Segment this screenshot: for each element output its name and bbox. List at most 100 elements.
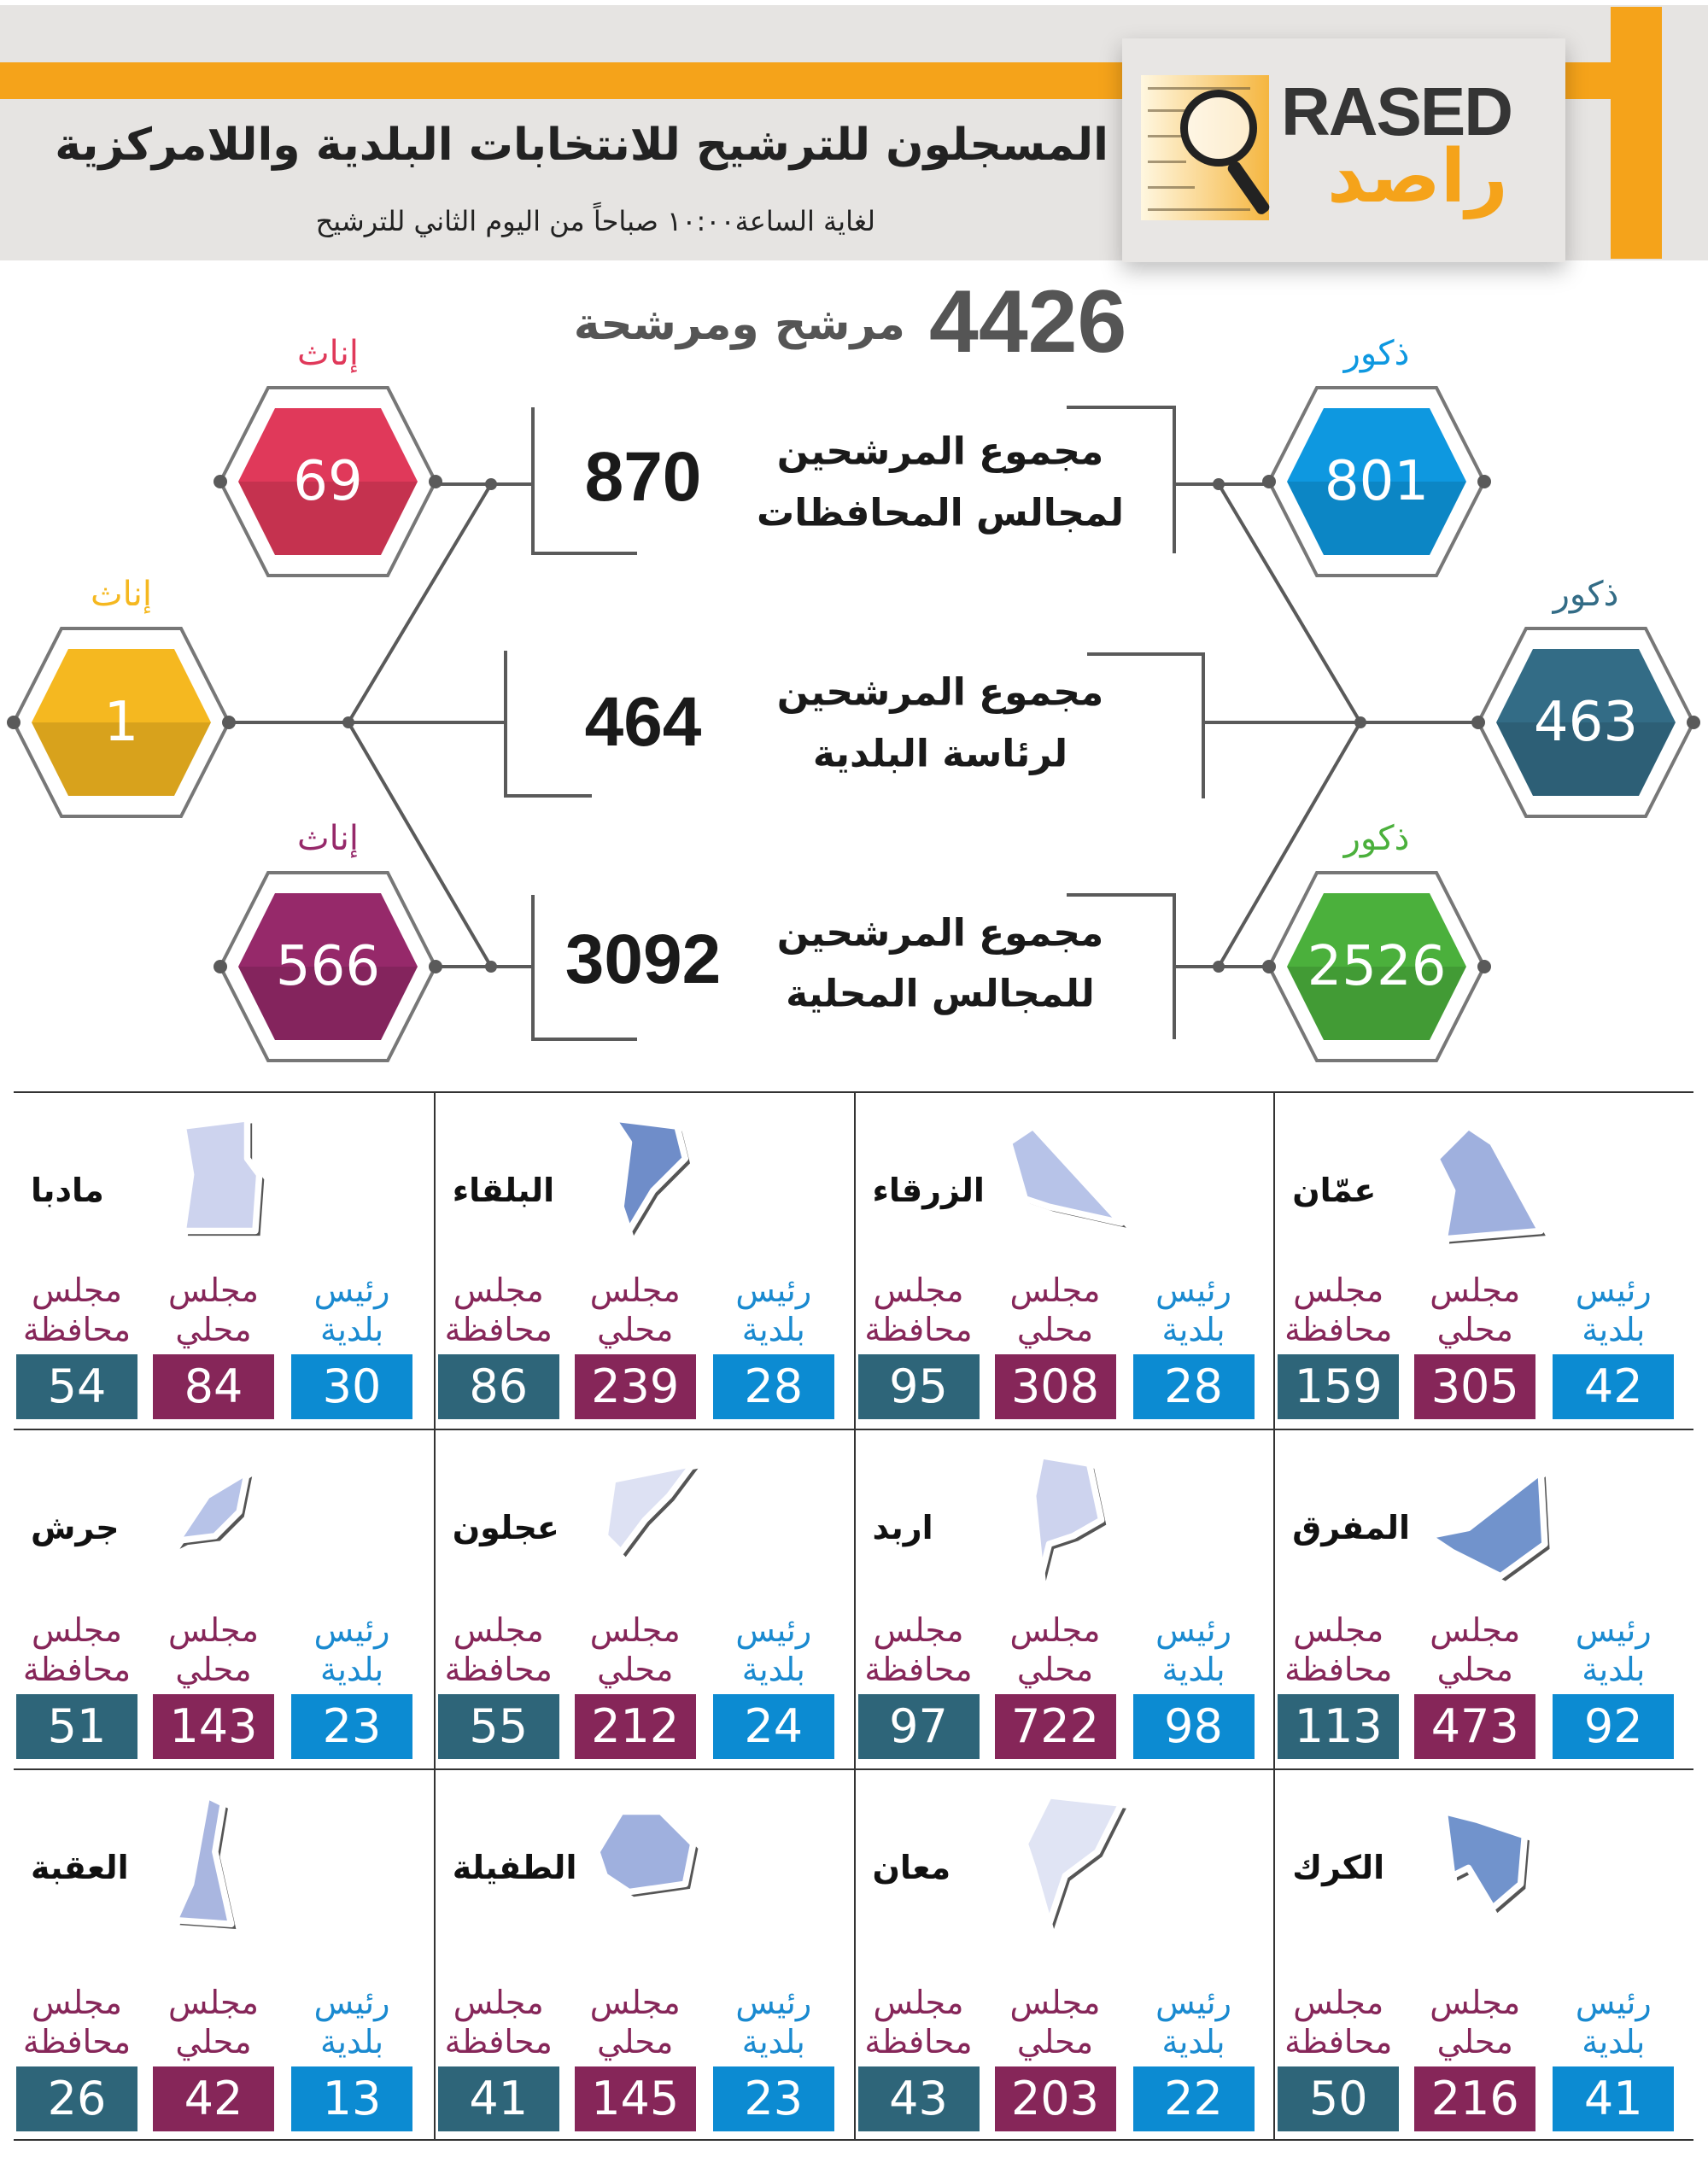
stat-governorate: مجلس محافظة 54 (16, 1271, 137, 1419)
group-description: مجموع المرشحين (776, 911, 1104, 956)
governorate-name: عجلون (452, 1509, 559, 1546)
stat-value: 55 (437, 1694, 559, 1759)
hexagon-dot (7, 716, 20, 729)
logo-text-en: RASED (1281, 73, 1513, 149)
stat-label: بلدية (741, 2023, 805, 2061)
stat-label: مجلس (32, 1271, 122, 1309)
governorate-cell: المفرق رئيس بلدية 92 مجلس محلي 473 مجلس محافظة 11… (1273, 1430, 1693, 1770)
stat-governorate: مجلس محافظة 50 (1278, 1983, 1400, 2131)
stat-label: مجلس (1430, 1271, 1521, 1309)
stat-value: 28 (1132, 1354, 1255, 1419)
stat-label: مجلس (873, 1271, 964, 1309)
stat-label: بلدية (1582, 1311, 1646, 1348)
governorate-name: البلقاء (452, 1172, 555, 1209)
male-count: 2526 (1307, 935, 1447, 998)
governorate-cell: الزرقاء رئيس بلدية 28 مجلس محلي 308 مجلس محافظة 9… (853, 1093, 1274, 1430)
stat-value: 95 (857, 1354, 980, 1419)
stat-value: 145 (574, 2066, 696, 2131)
stat-mayor: رئيس بلدية 23 (291, 1610, 412, 1759)
stat-local: مجلس محلي 305 (1414, 1271, 1536, 1419)
stat-governorate: مجلس محافظة 97 (857, 1610, 980, 1759)
female-hexagon (32, 649, 211, 796)
governorate-map-icon (1424, 1468, 1550, 1581)
governorate-name: جرش (31, 1509, 120, 1546)
hexagon-dot (214, 475, 227, 488)
stat-label: رئيس (1155, 1984, 1231, 2021)
stat-label: محافظة (444, 1651, 553, 1688)
stat-label: بلدية (1582, 2023, 1646, 2061)
stat-value: 239 (574, 1354, 696, 1419)
stat-label: محلي (175, 2023, 252, 2061)
stat-label: مجلس (1430, 1611, 1521, 1649)
stat-label: محلي (597, 2023, 674, 2061)
stat-label: مجلس (1009, 1271, 1101, 1309)
male-label: ذكور (1343, 819, 1410, 858)
stat-mayor: رئيس بلدية 30 (291, 1271, 412, 1419)
bracket-line (1067, 406, 1176, 553)
stat-label: محلي (1436, 1651, 1513, 1688)
stat-mayor: رئيس بلدية 42 (1553, 1271, 1675, 1419)
stat-label: مجلس (168, 1611, 259, 1649)
stat-label: مجلس (168, 1984, 259, 2021)
governorate-cell: جرش رئيس بلدية 23 مجلس محلي 143 مجلس محافظة 51 (14, 1430, 434, 1770)
female-label: إناث (90, 575, 153, 614)
stat-value: 54 (16, 1354, 137, 1419)
governorates-grid: عمّان رئيس بلدية 42 مجلس محلي 305 مجلس محافظة 159… (14, 1091, 1693, 2141)
stat-local: مجلس محلي 143 (153, 1610, 274, 1759)
governorate-cell: العقبة رئيس بلدية 13 مجلس محلي 42 مجلس محافظة 26 (14, 1770, 434, 2141)
group-description: لمجالس المحافظات (756, 491, 1125, 535)
junction-dot (485, 478, 497, 490)
stat-label: محافظة (22, 1311, 132, 1348)
male-label: ذكور (1343, 334, 1410, 373)
hexagon-dot (1477, 960, 1491, 973)
stat-label: رئيس (735, 1271, 812, 1309)
stat-mayor: رئيس بلدية 98 (1132, 1610, 1255, 1759)
stat-local: مجلس محلي 84 (153, 1271, 274, 1419)
stat-local: مجلس محلي 308 (994, 1271, 1116, 1419)
stat-value: 159 (1278, 1354, 1400, 1419)
stat-value: 28 (712, 1354, 834, 1419)
stat-label: محافظة (444, 2023, 553, 2061)
stat-label: بلدية (741, 1311, 805, 1348)
stat-value: 51 (16, 1694, 137, 1759)
stat-governorate: مجلس محافظة 43 (857, 1983, 980, 2131)
logo-text-ar: راصد (1327, 134, 1508, 219)
hexagon-dot (1471, 716, 1485, 729)
stat-mayor: رئيس بلدية 22 (1132, 1983, 1255, 2131)
female-hexagon (238, 893, 418, 1040)
connector-lines (7, 386, 1700, 1062)
stat-label: بلدية (1161, 1311, 1225, 1348)
governorate-map-icon (179, 1114, 265, 1236)
stat-label: رئيس (1575, 1984, 1652, 2021)
stat-label: مجلس (1293, 1984, 1384, 2021)
governorate-cell: مادبا رئيس بلدية 30 مجلس محلي 84 مجلس محافظة 54 (14, 1093, 434, 1430)
hexagon-dot (1262, 475, 1276, 488)
stat-value: 92 (1553, 1694, 1675, 1759)
group-total: 870 (584, 438, 702, 516)
stat-label: مجلس (453, 1984, 544, 2021)
stat-value: 42 (1553, 1354, 1675, 1419)
stat-governorate: مجلس محافظة 95 (857, 1271, 980, 1419)
governorate-name: اربد (872, 1509, 933, 1546)
stat-local: مجلس محلي 473 (1414, 1610, 1536, 1759)
governorate-name: الطفيلة (452, 1849, 577, 1886)
governorate-map-icon (593, 1808, 699, 1897)
stat-label: محافظة (1284, 2023, 1393, 2061)
stat-label: محافظة (1284, 1311, 1393, 1348)
stat-label: رئيس (1155, 1271, 1231, 1309)
rased-logo: RASED راصد (1122, 38, 1565, 262)
stat-governorate: مجلس محافظة 113 (1278, 1610, 1400, 1759)
stat-value: 50 (1278, 2066, 1400, 2131)
bracket-line (531, 895, 637, 1041)
group-description: للمجالس المحلية (786, 972, 1095, 1016)
male-count: 463 (1533, 691, 1639, 754)
stat-label: محلي (597, 1311, 674, 1348)
stat-local: مجلس محلي 722 (994, 1610, 1116, 1759)
stat-label: مجلس (589, 1271, 681, 1309)
male-hexagon (1287, 893, 1466, 1040)
stat-label: رئيس (1575, 1611, 1652, 1649)
stat-local: مجلس محلي 216 (1414, 1983, 1536, 2131)
stat-value: 216 (1414, 2066, 1536, 2131)
stat-label: مجلس (1430, 1984, 1521, 2021)
stat-local: مجلس محلي 212 (574, 1610, 696, 1759)
